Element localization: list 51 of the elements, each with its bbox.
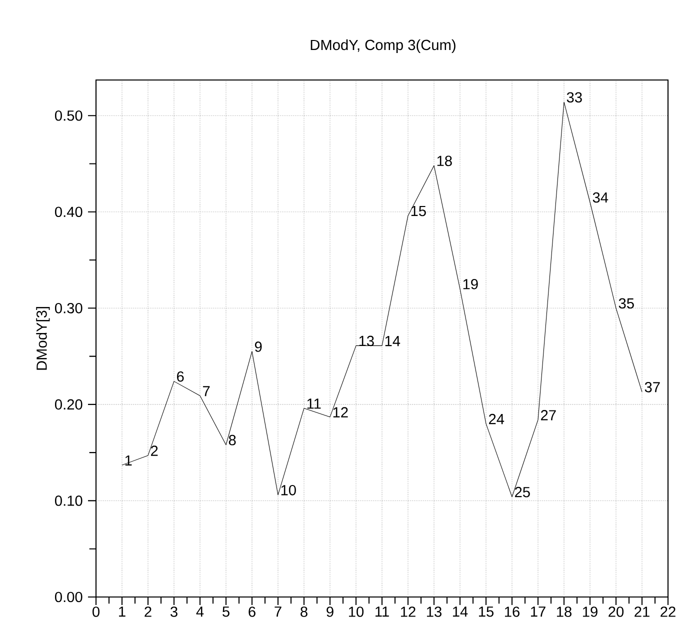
x-tick-label: 18 (556, 606, 572, 617)
x-tick-label: 6 (248, 606, 256, 617)
annotation: 19 (463, 278, 478, 290)
y-tick-label: 0.00 (54, 592, 82, 602)
x-tick-label: 10 (348, 606, 364, 617)
annotation: 25 (515, 486, 530, 498)
chart-title: DModY, Comp 3(Cum) (310, 39, 456, 54)
annotation: 9 (254, 342, 262, 352)
annotation: 15 (411, 206, 426, 216)
x-tick-label: 0 (92, 606, 100, 617)
annotation: 2 (151, 446, 158, 456)
annotation: 8 (228, 434, 236, 446)
x-tick-label: 11 (376, 606, 389, 617)
x-tick-label: 22 (660, 606, 676, 617)
x-tick-label: 21 (634, 606, 650, 617)
y-tick-label: 0.30 (54, 302, 82, 314)
line-series (122, 102, 642, 498)
annotation: 24 (489, 414, 504, 424)
annotation: 18 (437, 156, 452, 166)
x-tick-label: 2 (144, 606, 152, 617)
x-tick-label: 7 (274, 606, 282, 617)
annotation: 37 (644, 382, 660, 392)
x-tick-label: 9 (326, 606, 334, 617)
x-tick-label: 8 (300, 606, 308, 617)
annotation: 33 (566, 92, 582, 103)
annotation: 34 (592, 192, 608, 203)
x-tick-label: 5 (222, 606, 230, 617)
annotation: 27 (541, 410, 556, 420)
x-tick-label: 16 (504, 606, 520, 617)
x-tick-label: 15 (478, 606, 494, 617)
annotation: 11 (307, 398, 321, 409)
x-tick-label: 3 (170, 606, 178, 617)
y-tick-label: 0.10 (54, 496, 82, 506)
x-tick-label: 12 (400, 606, 416, 617)
x-tick-label: 19 (582, 606, 598, 617)
x-tick-label: 4 (196, 606, 204, 617)
annotation: 14 (385, 336, 400, 346)
x-tick-label: 17 (530, 606, 546, 617)
annotation: 12 (333, 407, 348, 418)
x-tick-label: 13 (426, 606, 442, 617)
y-tick-label: 0.50 (54, 110, 82, 121)
x-tick-label: 1 (119, 606, 126, 617)
x-tick-label: 14 (452, 606, 468, 617)
annotation: 7 (203, 386, 210, 396)
annotation: 10 (281, 485, 296, 496)
y-axis-title: DModY[3] (36, 307, 50, 370)
y-tick-label: 0.20 (54, 399, 82, 410)
annotation: 35 (618, 298, 634, 309)
annotation: 6 (177, 371, 184, 382)
x-tick-label: 20 (608, 606, 624, 617)
y-tick-label: 0.40 (54, 206, 82, 218)
